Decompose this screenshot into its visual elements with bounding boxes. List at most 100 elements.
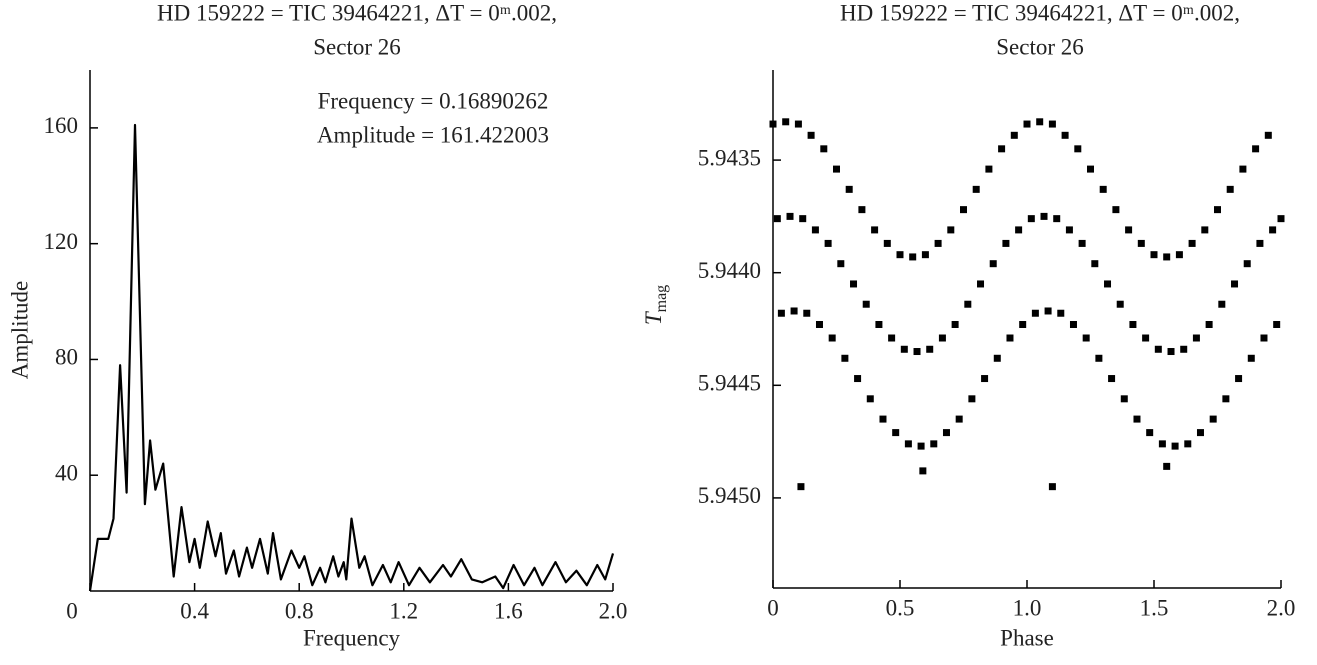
data-point	[1078, 239, 1086, 247]
y-tick-label: 5.9450	[698, 483, 761, 508]
chart-title: Sector 26	[313, 34, 401, 59]
data-point	[1243, 260, 1251, 268]
data-point	[1091, 260, 1099, 268]
data-point	[1048, 483, 1056, 491]
data-point	[790, 307, 798, 315]
data-point	[1108, 375, 1116, 383]
data-point	[1137, 239, 1145, 247]
data-point	[1184, 440, 1192, 448]
data-point	[892, 429, 900, 437]
data-point	[1158, 440, 1166, 448]
data-point	[904, 440, 912, 448]
y-tick-label: 5.9445	[698, 371, 761, 396]
data-point	[1277, 215, 1285, 223]
data-point	[1044, 307, 1052, 315]
data-point	[1252, 145, 1260, 153]
data-point	[811, 226, 819, 234]
data-point	[947, 226, 955, 234]
data-point	[1260, 334, 1268, 342]
data-point	[1082, 334, 1090, 342]
data-point	[1146, 429, 1154, 437]
data-point	[845, 185, 853, 193]
data-point	[803, 309, 811, 317]
data-point	[782, 118, 790, 126]
data-point	[909, 253, 917, 261]
data-point	[1150, 251, 1158, 259]
data-point	[1133, 415, 1141, 423]
data-point	[1095, 354, 1103, 362]
annotation: Amplitude = 161.422003	[317, 122, 549, 147]
data-point	[1175, 251, 1183, 259]
data-point	[1074, 145, 1082, 153]
data-point	[1065, 226, 1073, 234]
y-tick-label: 120	[44, 229, 79, 254]
data-point	[1264, 131, 1272, 139]
data-point	[1125, 226, 1133, 234]
data-point	[1188, 239, 1196, 247]
y-tick-label: 80	[55, 345, 78, 370]
chart-title: HD 159222 = TIC 39464221, ΔT = 0ᵐ.002,	[157, 0, 557, 25]
data-point	[1023, 120, 1031, 128]
data-point	[900, 345, 908, 353]
data-point	[1201, 226, 1209, 234]
data-point	[934, 239, 942, 247]
y-tick-label: 160	[44, 113, 79, 138]
data-point	[998, 145, 1006, 153]
y-tick-label: 5.9435	[698, 145, 761, 170]
x-tick-label: 1.0	[1013, 595, 1042, 620]
y-tick-label: 40	[55, 461, 78, 486]
data-point	[879, 415, 887, 423]
data-point	[858, 206, 866, 214]
data-point	[1235, 375, 1243, 383]
x-tick-label: 2.0	[599, 598, 628, 623]
data-point	[977, 280, 985, 288]
data-point	[1069, 320, 1077, 328]
data-point	[1196, 429, 1204, 437]
data-point	[1031, 309, 1039, 317]
data-point	[985, 165, 993, 173]
data-point	[888, 334, 896, 342]
data-point	[1129, 320, 1137, 328]
data-point	[786, 212, 794, 220]
data-point	[955, 415, 963, 423]
data-point	[896, 251, 904, 259]
annotation: Frequency = 0.16890262	[318, 88, 549, 113]
x-tick-label: 0	[767, 595, 779, 620]
x-tick-label: 1.5	[1140, 595, 1169, 620]
data-point	[1006, 334, 1014, 342]
data-point	[1171, 442, 1179, 450]
x-axis-label: Frequency	[303, 625, 401, 650]
data-point	[960, 206, 967, 214]
data-point	[917, 442, 925, 450]
chart-title: HD 159222 = TIC 39464221, ΔT = 0ᵐ.002,	[840, 0, 1240, 25]
data-point	[1239, 165, 1247, 173]
data-point	[1027, 215, 1035, 223]
data-point	[1222, 395, 1230, 403]
data-point	[1112, 206, 1120, 214]
chart-title: Sector 26	[996, 34, 1084, 59]
data-point	[913, 348, 921, 356]
data-point	[1192, 334, 1200, 342]
data-point	[807, 131, 815, 139]
data-point	[1218, 300, 1226, 308]
data-point	[769, 120, 777, 128]
data-point	[1087, 165, 1094, 173]
x-tick-label: 1.2	[389, 598, 418, 623]
data-point	[797, 483, 805, 491]
data-point	[862, 300, 870, 308]
y-tick-label: 5.9440	[698, 258, 761, 283]
data-point	[926, 345, 934, 353]
data-point	[1163, 253, 1171, 261]
data-point	[1231, 280, 1239, 288]
data-point	[1226, 185, 1234, 193]
data-point	[951, 320, 959, 328]
x-axis-label: Phase	[1000, 625, 1054, 650]
data-point	[1256, 239, 1264, 247]
data-point	[1048, 120, 1056, 128]
data-point	[1209, 415, 1217, 423]
data-point	[972, 185, 980, 193]
data-point	[815, 320, 823, 328]
data-point	[989, 260, 997, 268]
y-axis-label-main: T	[641, 310, 666, 325]
data-point	[1116, 300, 1124, 308]
